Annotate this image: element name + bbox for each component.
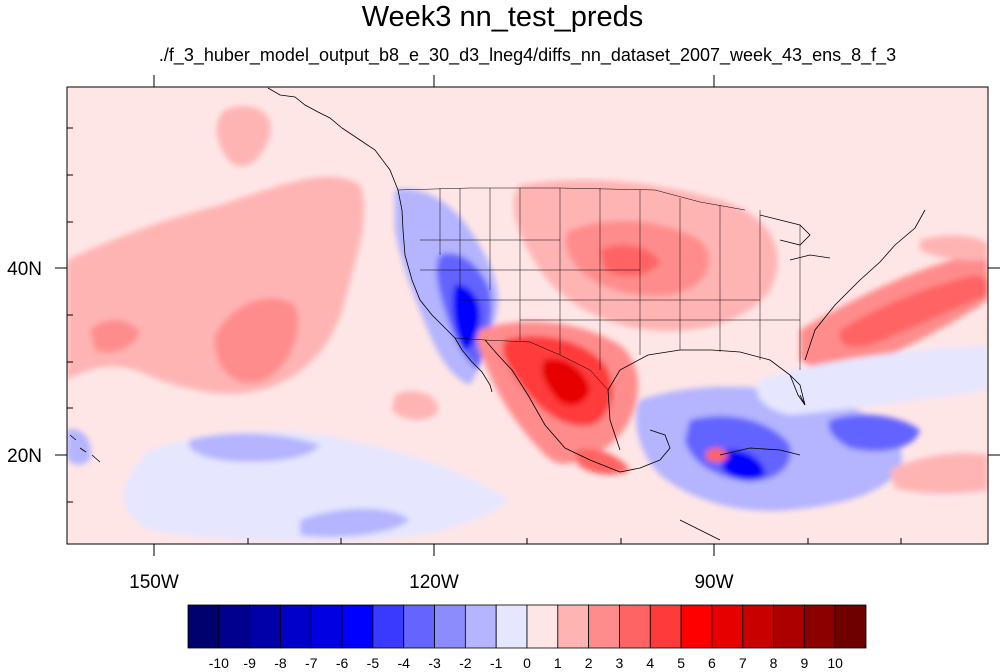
colorbar-tick-label: -4 — [398, 655, 411, 671]
plains-positive-core — [600, 244, 660, 277]
colorbar-swatch — [803, 604, 836, 649]
pacific-positive-core — [214, 298, 299, 384]
mexico-pacific-coast — [484, 339, 621, 473]
colorbar-tick-label: 5 — [677, 655, 685, 671]
colorbar-swatch — [526, 604, 559, 649]
us-west-coast — [397, 189, 456, 339]
colorbar: -10 -9 -8 -7 -6 -5 -4 -3 -2 -1 0 1 2 3 4 5 6 7 8 9 10 — [187, 604, 867, 671]
colorbar-tick-label: 8 — [770, 655, 778, 671]
colorbar-tick-label: 10 — [827, 655, 843, 671]
us-mexico-border — [454, 337, 609, 391]
map-ticks — [55, 75, 1000, 556]
us-canada-border — [397, 187, 746, 211]
colorbar-swatch — [372, 604, 405, 649]
central-america — [679, 519, 721, 541]
x-tick-label-150w: 150W — [129, 572, 179, 593]
colorbar-tick-label: -3 — [428, 655, 441, 671]
colorbar-tick-label: -5 — [367, 655, 380, 671]
colorbar-tick-label: -10 — [209, 655, 229, 671]
x-tick-label-90w: 90W — [694, 572, 733, 593]
colorbar-tick-label: -2 — [459, 655, 472, 671]
colorbar-swatch — [834, 604, 867, 649]
yucatan-coast — [619, 429, 671, 473]
state-lines — [420, 188, 801, 370]
cuba — [719, 447, 801, 456]
mexico-positive-max — [542, 359, 590, 406]
california-negative-core — [452, 284, 481, 350]
hawaii — [69, 434, 101, 463]
alaska-coast — [267, 87, 343, 129]
atlantic-positive-core — [839, 275, 988, 347]
colorbar-tick-label: 4 — [646, 655, 654, 671]
coastlines — [69, 87, 926, 541]
y-tick-label-40n: 40N — [7, 259, 42, 280]
colorbar-tick-label: 9 — [800, 655, 808, 671]
colorbar-tick-label: 0 — [523, 655, 531, 671]
pacific-positive-patch — [90, 320, 140, 353]
colorbar-swatch — [310, 604, 343, 649]
map-subtitle: ./f_3_huber_model_output_b8_e_30_d3_lneg… — [158, 45, 897, 65]
colorbar-tick-label: 2 — [585, 655, 593, 671]
colorbar-swatch — [619, 604, 651, 649]
state-borders — [397, 187, 801, 391]
colorbar-swatch — [249, 604, 281, 649]
baja-offshore-patch — [392, 391, 439, 420]
south-pacific-negative-2 — [300, 508, 410, 537]
colorbar-swatch — [711, 604, 744, 649]
east-coast — [804, 209, 926, 361]
gulf-negative-core — [685, 416, 791, 481]
gulf-positive-spot — [706, 448, 728, 463]
map-title: Week3 nn_test_preds — [361, 1, 644, 33]
colorbar-swatch — [280, 604, 312, 649]
colorbar-swatch — [434, 604, 466, 649]
mexico-south-positive — [575, 448, 630, 475]
colorbar-tick-label: 6 — [708, 655, 716, 671]
colorbar-swatch — [649, 604, 682, 649]
colorbar-tick-label: 1 — [554, 655, 562, 671]
colorbar-tick-label: -9 — [243, 655, 256, 671]
colorbar-tick-label: -6 — [336, 655, 349, 671]
colorbar-swatch — [680, 604, 713, 649]
colorbar-swatch — [742, 604, 774, 649]
colorbar-swatch — [403, 604, 435, 649]
colorbar-swatch — [557, 604, 590, 649]
colorbar-tick-label: -7 — [305, 655, 318, 671]
colorbar-swatch — [187, 604, 220, 649]
colorbar-tick-label: -1 — [490, 655, 503, 671]
northeast-positive — [920, 235, 988, 261]
baja-coast — [454, 337, 493, 393]
caribbean-negative — [828, 414, 920, 451]
south-pacific-negative-core — [189, 433, 320, 462]
y-tick-label-20n: 20N — [7, 446, 42, 467]
colorbar-swatch — [464, 604, 497, 649]
colorbar-swatch — [588, 604, 620, 649]
x-tick-label-120w: 120W — [409, 572, 459, 593]
colorbar-tick-label: 3 — [616, 655, 624, 671]
canada-coast — [341, 127, 399, 191]
atlantic-negative — [756, 345, 988, 415]
great-lakes — [759, 214, 831, 261]
southeast-positive — [890, 453, 988, 494]
gulf-coast — [607, 349, 806, 451]
colorbar-tick-label: 7 — [739, 655, 747, 671]
anomaly-field — [67, 87, 988, 544]
colorbar-swatch — [218, 604, 251, 649]
florida-coast — [789, 374, 806, 406]
colorbar-swatch — [495, 604, 528, 649]
gulf-negative-max — [722, 449, 765, 481]
north-pacific-patch — [216, 106, 271, 166]
colorbar-tick-label: -8 — [274, 655, 287, 671]
colorbar-swatch — [341, 604, 374, 649]
colorbar-swatch — [773, 604, 805, 649]
